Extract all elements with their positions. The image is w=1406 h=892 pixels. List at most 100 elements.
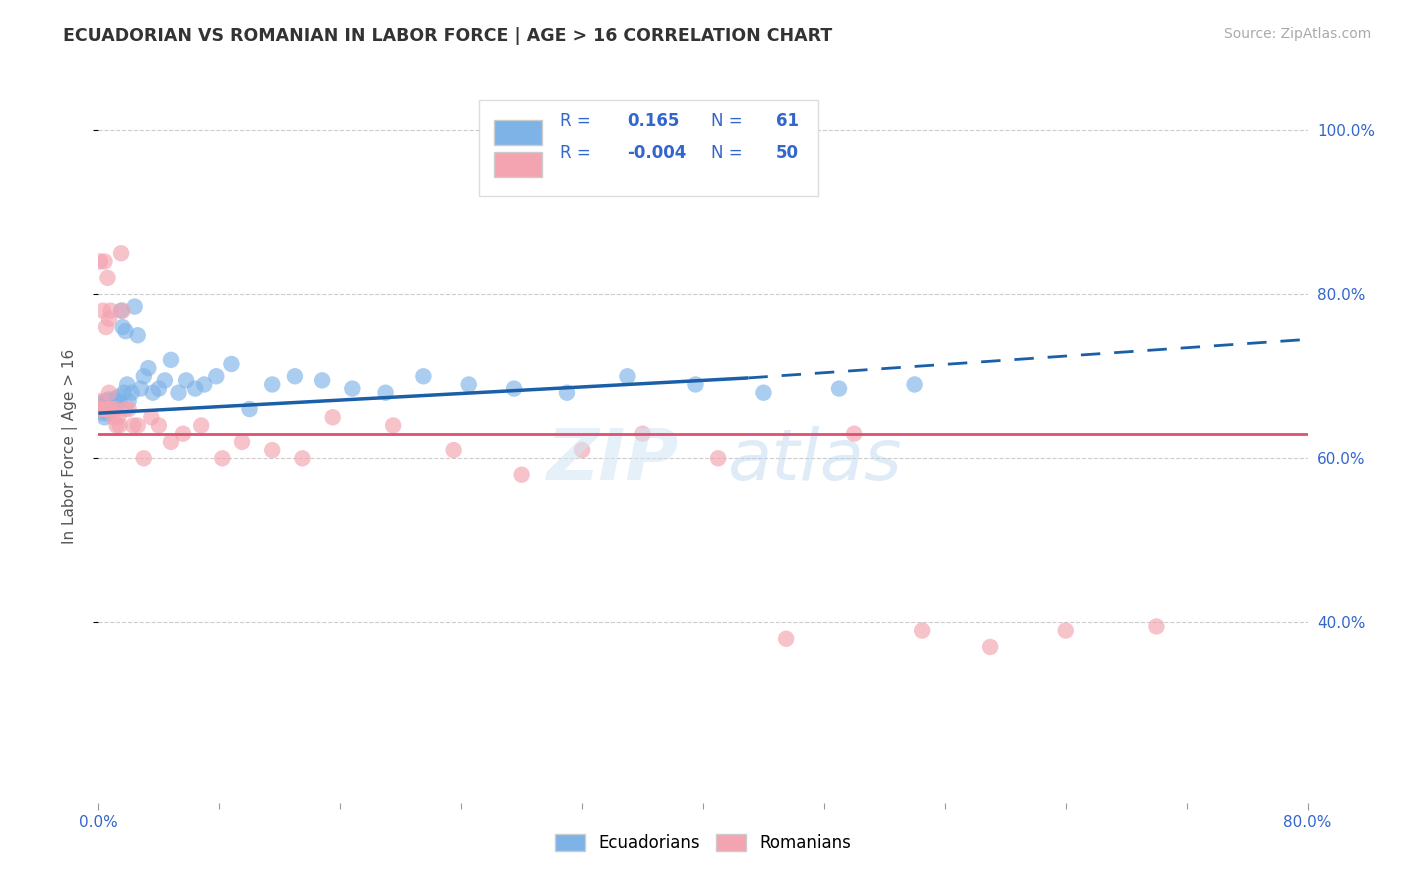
Point [205, 369, 228, 384]
Point [911, 624, 934, 638]
Point [100, 398, 122, 412]
Point [685, 377, 707, 392]
Point [457, 377, 479, 392]
Point [94, 402, 117, 417]
Point [121, 385, 143, 400]
Point [94, 393, 117, 408]
Point [239, 402, 262, 417]
Point [262, 443, 284, 458]
Point [132, 451, 155, 466]
Text: R =: R = [561, 145, 596, 162]
Point [100, 403, 122, 417]
Point [93, 410, 115, 425]
Point [382, 418, 405, 433]
FancyBboxPatch shape [479, 100, 818, 196]
Point [153, 373, 176, 387]
Point [93, 401, 115, 415]
Point [503, 382, 526, 396]
Point [98, 402, 121, 417]
Point [231, 434, 253, 449]
Point [101, 395, 124, 409]
Point [167, 385, 190, 400]
Text: 0.165: 0.165 [627, 112, 679, 130]
Y-axis label: In Labor Force | Age > 16: In Labor Force | Age > 16 [62, 349, 77, 543]
Point [190, 418, 212, 433]
Point [443, 443, 465, 458]
Point [284, 369, 307, 384]
Point [107, 410, 129, 425]
Point [103, 410, 125, 425]
Point [110, 246, 132, 260]
Point [90, 398, 112, 412]
Point [172, 426, 194, 441]
Point [101, 401, 124, 415]
Point [112, 385, 135, 400]
Point [111, 303, 134, 318]
Point [904, 377, 927, 392]
Point [148, 418, 170, 433]
Point [775, 632, 797, 646]
Text: ECUADORIAN VS ROMANIAN IN LABOR FORCE | AGE > 16 CORRELATION CHART: ECUADORIAN VS ROMANIAN IN LABOR FORCE | … [63, 27, 832, 45]
Point [555, 385, 578, 400]
Point [94, 403, 117, 417]
Point [104, 392, 127, 407]
Point [262, 377, 284, 392]
Point [108, 395, 131, 409]
Point [148, 382, 170, 396]
Point [89, 254, 111, 268]
Point [96, 406, 118, 420]
Point [142, 385, 165, 400]
Point [100, 303, 122, 318]
Text: Source: ZipAtlas.com: Source: ZipAtlas.com [1223, 27, 1371, 41]
Point [193, 377, 215, 392]
Point [101, 402, 124, 417]
Point [103, 398, 125, 412]
Point [160, 434, 183, 449]
Point [114, 402, 136, 417]
Text: ZIP: ZIP [547, 425, 679, 495]
Text: 50: 50 [776, 145, 799, 162]
Text: N =: N = [711, 145, 748, 162]
Point [94, 400, 117, 414]
Point [571, 443, 593, 458]
Point [374, 385, 396, 400]
Point [510, 467, 533, 482]
Point [91, 402, 114, 417]
Point [752, 385, 775, 400]
Point [844, 426, 866, 441]
Point [174, 373, 197, 387]
Point [342, 382, 364, 396]
Point [118, 402, 141, 417]
Point [89, 402, 111, 417]
Point [129, 382, 152, 396]
Point [184, 382, 207, 396]
Point [89, 402, 111, 417]
Point [98, 392, 121, 407]
Point [291, 451, 314, 466]
Point [98, 311, 121, 326]
Point [221, 357, 243, 371]
Point [104, 402, 127, 417]
Point [707, 451, 730, 466]
Point [103, 402, 125, 417]
Point [96, 395, 118, 409]
Point [96, 402, 118, 417]
Point [631, 426, 654, 441]
Text: -0.004: -0.004 [627, 145, 686, 162]
Point [91, 406, 114, 420]
Point [107, 390, 129, 404]
Point [111, 320, 134, 334]
Point [979, 640, 1001, 654]
Point [96, 270, 118, 285]
Point [311, 373, 333, 387]
Point [105, 418, 128, 433]
Bar [494, 120, 543, 145]
Text: N =: N = [711, 112, 748, 130]
Point [127, 328, 149, 343]
Legend: Ecuadorians, Romanians: Ecuadorians, Romanians [548, 827, 858, 859]
Text: atlas: atlas [727, 425, 901, 495]
Point [412, 369, 434, 384]
Point [110, 303, 132, 318]
Point [118, 393, 141, 408]
Point [828, 382, 851, 396]
